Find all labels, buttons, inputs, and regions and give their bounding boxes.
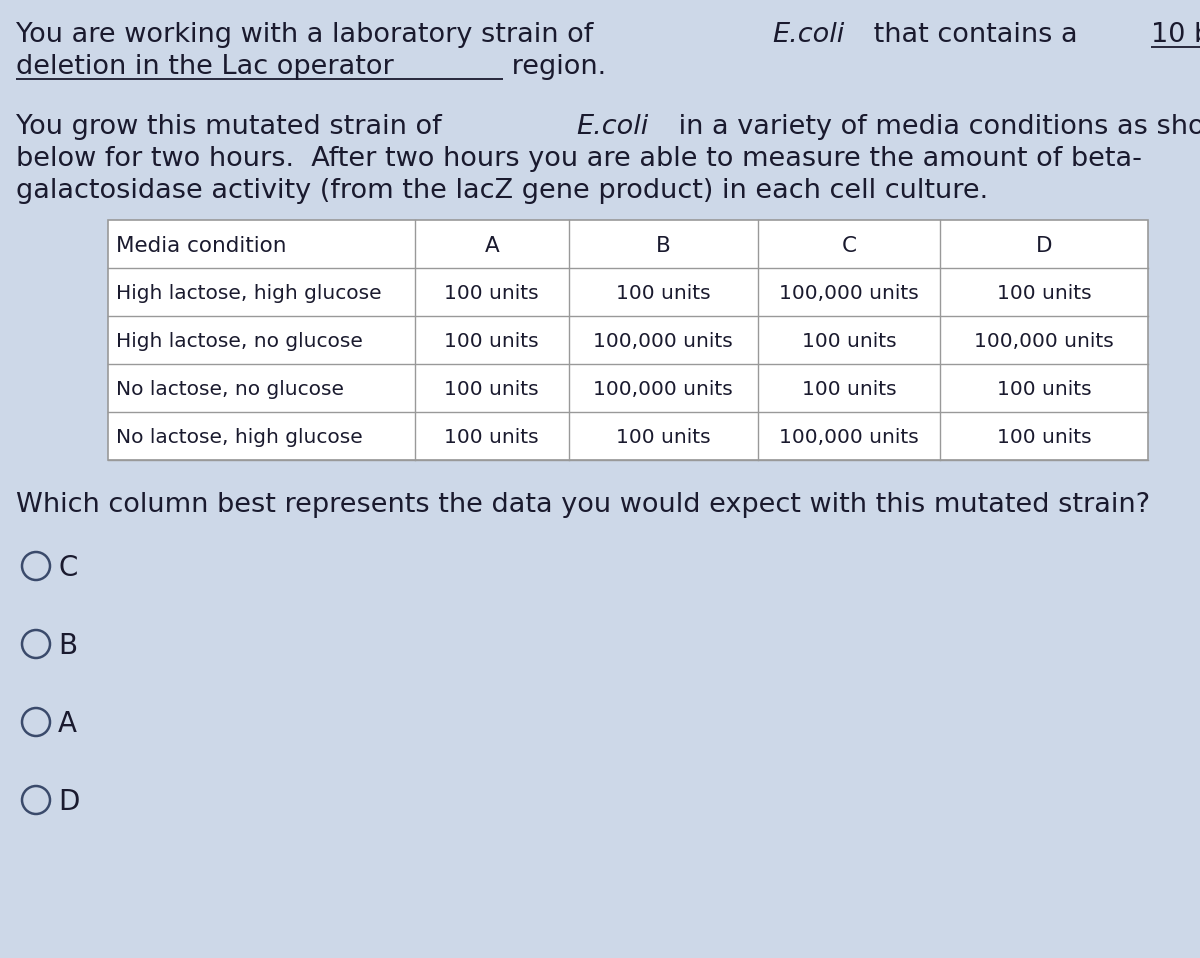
Text: 10 base-pair: 10 base-pair — [1151, 22, 1200, 48]
Text: 100,000 units: 100,000 units — [779, 285, 919, 304]
Text: High lactose, high glucose: High lactose, high glucose — [116, 285, 382, 304]
Text: A: A — [485, 236, 499, 256]
Text: 100,000 units: 100,000 units — [594, 380, 733, 399]
Text: in a variety of media conditions as shown: in a variety of media conditions as show… — [670, 114, 1200, 140]
Text: B: B — [656, 236, 671, 256]
Text: No lactose, no glucose: No lactose, no glucose — [116, 380, 344, 399]
Text: A: A — [58, 710, 77, 738]
Text: No lactose, high glucose: No lactose, high glucose — [116, 428, 362, 447]
Text: C: C — [58, 554, 77, 582]
Text: High lactose, no glucose: High lactose, no glucose — [116, 332, 362, 352]
Text: deletion in the Lac operator: deletion in the Lac operator — [16, 54, 394, 80]
Text: region.: region. — [504, 54, 606, 80]
Text: 100 units: 100 units — [444, 428, 539, 447]
Text: 100 units: 100 units — [802, 332, 896, 352]
Text: 100 units: 100 units — [616, 428, 710, 447]
Text: You grow this mutated strain of: You grow this mutated strain of — [16, 114, 450, 140]
Text: You are working with a laboratory strain of: You are working with a laboratory strain… — [16, 22, 602, 48]
Text: D: D — [1036, 236, 1052, 256]
Text: 100 units: 100 units — [997, 285, 1091, 304]
Text: galactosidase activity (from the lacZ gene product) in each cell culture.: galactosidase activity (from the lacZ ge… — [16, 178, 988, 204]
Text: 100,000 units: 100,000 units — [594, 332, 733, 352]
Text: 100 units: 100 units — [444, 285, 539, 304]
Text: below for two hours.  After two hours you are able to measure the amount of beta: below for two hours. After two hours you… — [16, 146, 1142, 172]
Text: 100 units: 100 units — [997, 380, 1091, 399]
Text: D: D — [58, 788, 79, 816]
Text: 100 units: 100 units — [444, 380, 539, 399]
Text: 100 units: 100 units — [802, 380, 896, 399]
Text: E.coli: E.coli — [576, 114, 648, 140]
Text: Media condition: Media condition — [116, 236, 287, 256]
Text: 100,000 units: 100,000 units — [974, 332, 1114, 352]
Text: 100 units: 100 units — [444, 332, 539, 352]
Bar — [108, 220, 1148, 460]
Text: C: C — [841, 236, 857, 256]
Text: 100 units: 100 units — [997, 428, 1091, 447]
Text: 100 units: 100 units — [616, 285, 710, 304]
Text: E.coli: E.coli — [772, 22, 845, 48]
Text: B: B — [58, 632, 77, 660]
Text: Which column best represents the data you would expect with this mutated strain?: Which column best represents the data yo… — [16, 492, 1150, 518]
Text: that contains a: that contains a — [865, 22, 1086, 48]
Text: 100,000 units: 100,000 units — [779, 428, 919, 447]
